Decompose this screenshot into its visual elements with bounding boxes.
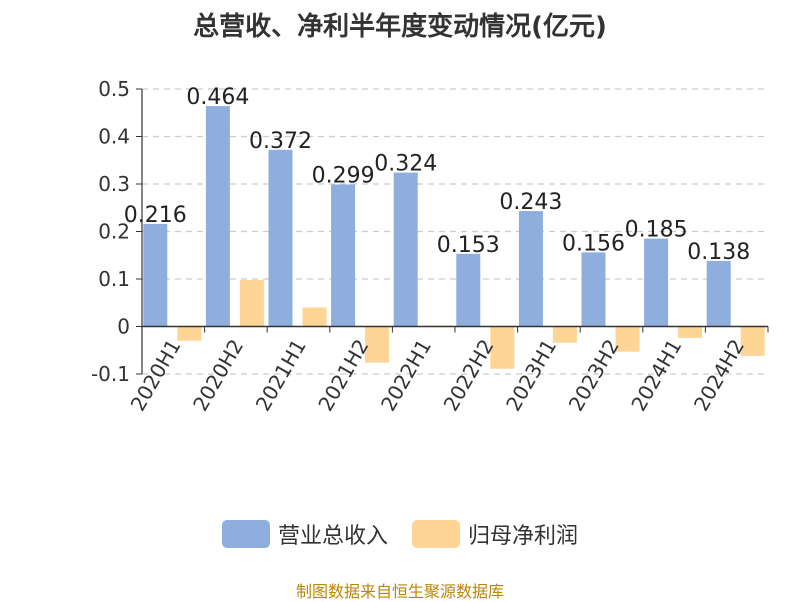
data-label-revenue: 0.185: [625, 218, 688, 243]
y-tick-label: 0.1: [98, 267, 130, 291]
y-tick-label: 0.2: [98, 220, 130, 244]
legend-item-revenue[interactable]: 营业总收入: [221, 518, 388, 550]
chart-title: 总营收、净利半年度变动情况(亿元): [193, 12, 607, 42]
bar-net-profit: [302, 307, 327, 327]
bar-revenue: [393, 172, 418, 327]
bar-net-profit: [177, 326, 202, 341]
x-tick-label: 2024H2: [689, 335, 749, 415]
y-tick-label: 0.4: [98, 125, 130, 149]
bar-net-profit: [239, 279, 264, 327]
data-label-revenue: 0.464: [186, 85, 249, 110]
y-tick-label: 0.3: [98, 172, 130, 196]
bars: [143, 106, 765, 369]
y-tick-label: -0.1: [91, 362, 130, 386]
data-label-revenue: 0.153: [437, 233, 500, 258]
data-label-revenue: 0.216: [124, 203, 187, 228]
y-tick-label: 0.5: [98, 77, 130, 101]
data-label-revenue: 0.138: [687, 240, 750, 265]
bar-net-profit: [678, 326, 703, 338]
x-tick-label: 2021H2: [313, 335, 373, 415]
data-label-revenue: 0.156: [562, 231, 625, 256]
x-tick-label: 2021H1: [251, 335, 311, 415]
legend-label-revenue: 营业总收入: [277, 524, 388, 549]
bar-revenue: [456, 253, 481, 327]
data-label-revenue: 0.372: [249, 129, 312, 154]
legend-label-net-profit: 归母净利润: [468, 524, 579, 549]
x-tick-label: 2020H1: [126, 335, 186, 415]
bar-net-profit: [740, 326, 765, 356]
bar-revenue: [331, 184, 356, 327]
data-label-revenue: 0.324: [374, 152, 437, 177]
gridlines: [142, 88, 768, 375]
legend-swatch-revenue: [221, 520, 270, 548]
bar-revenue: [268, 149, 293, 327]
source-note: 制图数据来自恒生聚源数据库: [295, 582, 504, 601]
bar-revenue: [706, 260, 731, 327]
y-tick-label: 0: [117, 315, 130, 339]
bar-net-profit: [552, 326, 577, 343]
legend-item-net-profit[interactable]: 归母净利润: [412, 518, 578, 550]
bar-revenue: [518, 211, 543, 327]
x-tick-label: 2023H2: [564, 335, 624, 415]
data-label-revenue: 0.299: [312, 163, 375, 188]
bar-revenue: [143, 223, 168, 327]
legend: 营业总收入 归母净利润: [0, 518, 800, 550]
bar-revenue: [644, 238, 669, 327]
bar-net-profit: [365, 326, 390, 363]
bar-net-profit: [490, 326, 515, 369]
bar-revenue: [581, 252, 606, 327]
bar-net-profit: [615, 326, 640, 352]
data-label-revenue: 0.243: [499, 190, 562, 215]
bar-revenue: [205, 106, 230, 327]
legend-swatch-net-profit: [412, 520, 460, 548]
x-tick-label: 2022H2: [439, 335, 499, 415]
x-tick-label: 2020H2: [188, 335, 248, 415]
